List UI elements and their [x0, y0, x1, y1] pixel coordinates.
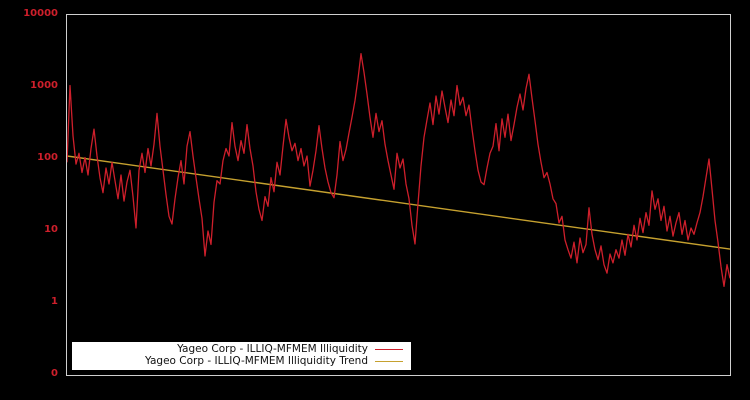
y-tick-label-100: 100 — [37, 152, 58, 163]
plot-area: Yageo Corp - ILLIQ-MFMEM Illiquidity Yag… — [66, 14, 731, 376]
legend-item-trend: Yageo Corp - ILLIQ-MFMEM Illiquidity Tre… — [76, 356, 403, 367]
y-tick-label-10000: 10000 — [23, 8, 58, 19]
trend-line-sample-icon — [375, 361, 403, 362]
trend-line — [67, 155, 730, 250]
y-tick-label-1000: 1000 — [30, 80, 58, 91]
legend-label-illiquidity: Yageo Corp - ILLIQ-MFMEM Illiquidity — [177, 343, 368, 355]
y-tick-label-1: 1 — [51, 296, 58, 307]
y-tick-label-10: 10 — [44, 224, 58, 235]
legend-label-trend: Yageo Corp - ILLIQ-MFMEM Illiquidity Tre… — [145, 355, 368, 367]
plot-svg — [67, 53, 730, 288]
illiquidity-series-line — [67, 53, 730, 288]
legend: Yageo Corp - ILLIQ-MFMEM Illiquidity Yag… — [72, 342, 411, 370]
y-tick-label-0: 0 — [51, 368, 58, 379]
legend-item-illiquidity: Yageo Corp - ILLIQ-MFMEM Illiquidity — [76, 344, 403, 355]
illiquidity-line-sample-icon — [375, 349, 403, 350]
